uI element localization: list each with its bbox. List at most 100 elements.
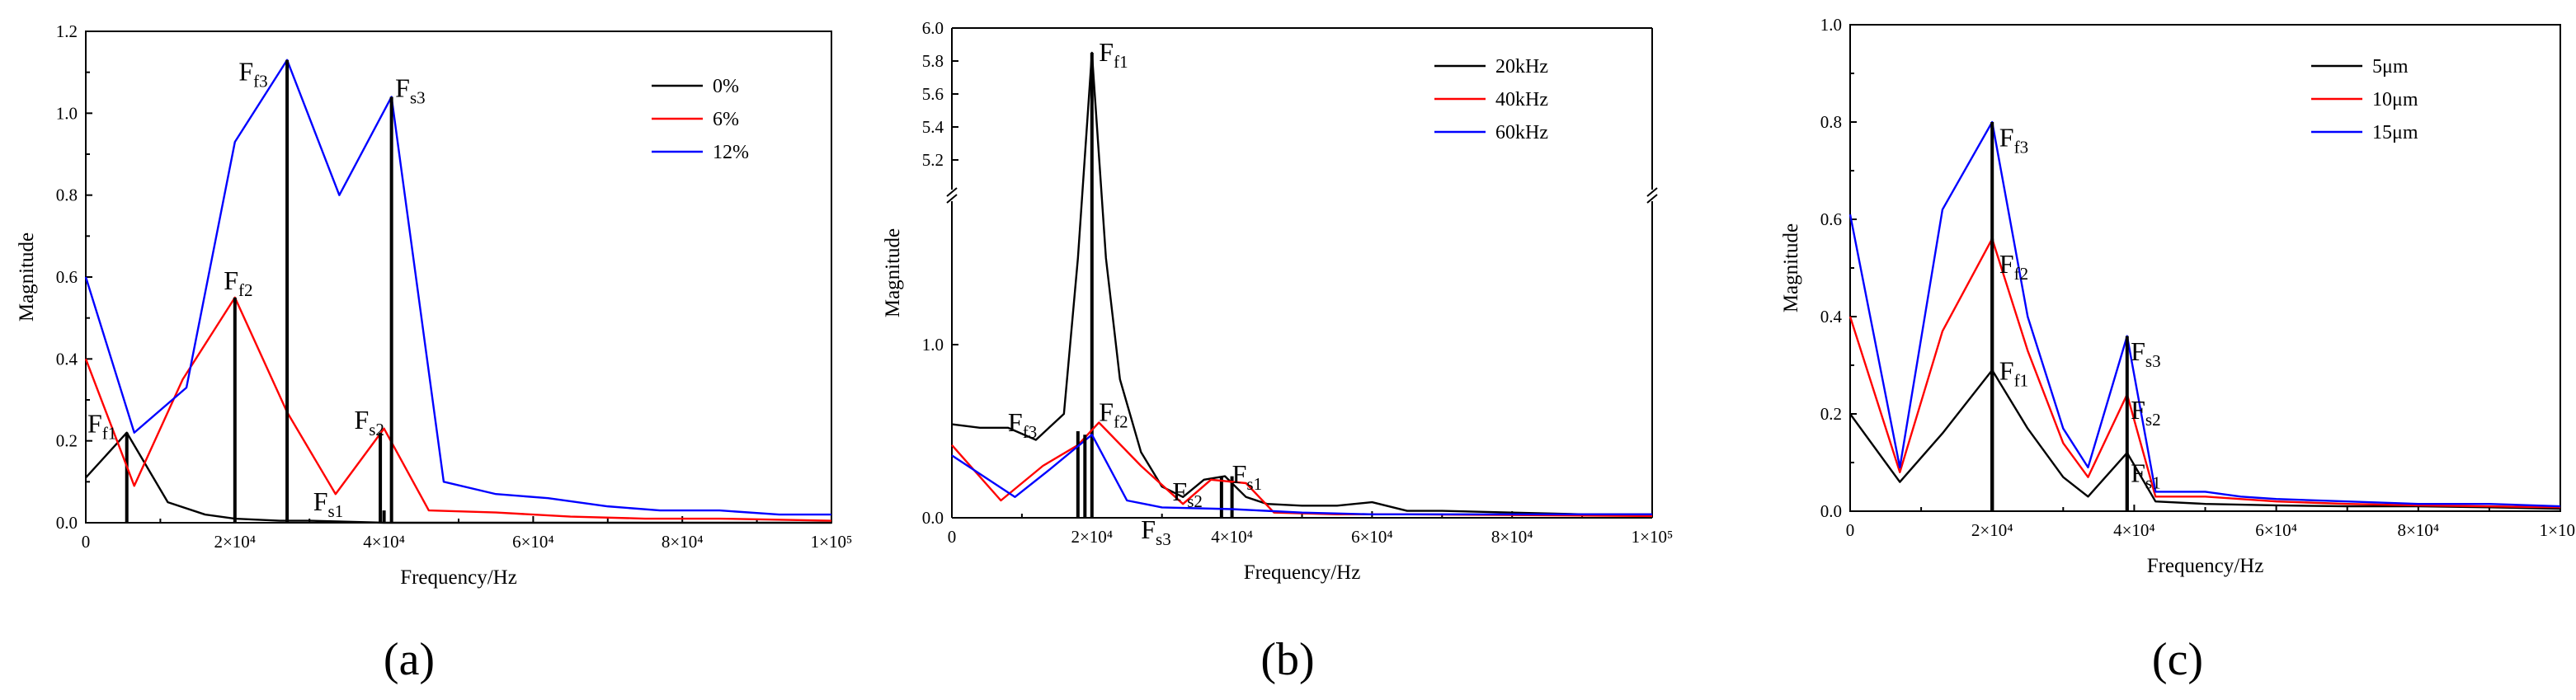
annotation-main: F <box>354 405 369 435</box>
annotation-main: F <box>395 73 410 102</box>
axis-break-mark <box>1646 194 1658 204</box>
peak-annotation-s2: Fs2 <box>1172 477 1202 511</box>
x-tick-label: 8×10⁴ <box>2397 520 2439 540</box>
y-tick-label: 5.8 <box>922 51 944 71</box>
x-tick-label: 8×10⁴ <box>662 532 704 552</box>
panel-label: (c) <box>2152 634 2203 685</box>
peak-annotation-s1: Fs1 <box>313 486 343 521</box>
peak-annotation-s2: Fs2 <box>354 405 384 439</box>
legend-label-0: 0% <box>713 76 739 97</box>
y-tick-label: 0.6 <box>56 267 78 287</box>
annotation-sub: s2 <box>2145 410 2161 430</box>
legend-label-2: 15μm <box>2372 122 2418 143</box>
annotation-sub: f2 <box>1114 411 1128 431</box>
annotation-main: F <box>2131 336 2145 366</box>
annotation-sub: f1 <box>1114 52 1128 72</box>
x-tick-label: 4×10⁴ <box>2113 520 2155 540</box>
annotation-main: F <box>2131 458 2145 488</box>
peak-annotation-s2: Fs2 <box>2131 395 2160 430</box>
legend-label-1: 10μm <box>2372 89 2418 110</box>
annotation-sub: f1 <box>102 424 117 444</box>
annotation-main: F <box>1172 477 1187 506</box>
y-tick-label: 5.2 <box>922 150 944 170</box>
x-tick-label: 2×10⁴ <box>1071 527 1113 547</box>
series-line-0 <box>951 51 1652 515</box>
y-tick-label: 1.0 <box>922 335 944 355</box>
annotation-main: F <box>1099 397 1114 426</box>
annotation-sub: f2 <box>238 280 253 300</box>
y-tick-label: 1.0 <box>56 103 78 123</box>
x-tick-label: 1×10⁵ <box>1632 527 1674 547</box>
panel-label: (a) <box>384 634 435 685</box>
x-axis-label: Frequency/Hz <box>1244 561 1361 584</box>
x-tick-label: 1×10⁵ <box>811 532 853 552</box>
chart-a: 0 2×10⁴ 4×10⁴ 6×10⁴ 8×10⁴ 1×10⁵ 0.0 0.2 0.4 0.6 0.… <box>16 21 853 685</box>
annotation-sub: s3 <box>1156 529 1171 549</box>
x-tick-label: 8×10⁴ <box>1491 527 1533 547</box>
x-axis-label: Frequency/Hz <box>400 566 517 589</box>
legend-label-1: 40kHz <box>1495 89 1548 110</box>
x-tick-label: 4×10⁴ <box>363 532 405 552</box>
y-tick-label: 0.0 <box>56 513 78 533</box>
y-tick-label: 6.0 <box>922 18 944 38</box>
series-line-1 <box>1848 237 2561 509</box>
series-line-1 <box>84 296 832 522</box>
peak-annotation-f3: Ff3 <box>238 57 267 92</box>
x-tick-label: 0 <box>948 527 957 547</box>
x-tick-label: 6×10⁴ <box>512 532 554 552</box>
x-tick-label: 0 <box>82 532 91 552</box>
peak-annotation-s1: Fs1 <box>1232 459 1262 494</box>
annotation-sub: f3 <box>1023 422 1038 442</box>
x-tick-label: 0 <box>1846 520 1855 540</box>
legend-label-0: 20kHz <box>1495 56 1548 78</box>
plot-frame <box>1849 24 2561 512</box>
y-tick-label: 0.4 <box>1820 307 1843 327</box>
series-line-1 <box>951 421 1653 518</box>
y-tick-label: 0.6 <box>1820 209 1842 229</box>
annotation-main: F <box>1999 123 2014 153</box>
annotation-main: F <box>313 486 328 516</box>
axis-break-mark <box>1646 187 1658 197</box>
annotation-sub: s2 <box>369 420 384 439</box>
peak-annotation-s3: Fs3 <box>2131 336 2160 371</box>
peak-annotation-f2: Ff2 <box>224 265 252 300</box>
y-tick-label: 0.8 <box>56 186 78 205</box>
annotation-main: F <box>1999 249 2014 279</box>
series-line-2 <box>84 59 831 516</box>
legend-label-2: 60kHz <box>1495 122 1548 143</box>
annotation-sub: f3 <box>253 72 268 92</box>
x-tick-label: 6×10⁴ <box>2255 520 2297 540</box>
y-tick-label: 0.4 <box>56 349 78 369</box>
y-tick-label: 1.0 <box>1820 15 1842 35</box>
series-line-2 <box>1848 120 2561 508</box>
x-tick-label: 2×10⁴ <box>214 532 256 552</box>
y-tick-label: 5.4 <box>922 117 944 137</box>
annotation-sub: f2 <box>2014 264 2029 284</box>
peak-annotation-s1: Fs1 <box>2131 458 2160 493</box>
annotation-main: F <box>2131 395 2145 425</box>
x-axis-label: Frequency/Hz <box>2147 555 2264 577</box>
annotation-sub: f3 <box>2014 138 2029 157</box>
y-axis-label: Magnitude <box>882 228 904 317</box>
series-line-0 <box>1849 369 2561 510</box>
peak-annotation-f2: Ff2 <box>1999 249 2028 284</box>
annotation-sub: s2 <box>1187 491 1203 511</box>
chart-c: 0 2×10⁴ 4×10⁴ 6×10⁴ 8×10⁴ 1×10⁵ 0.0 0.2 0.4 0.6 0.… <box>1780 15 2576 685</box>
annotation-main: F <box>87 409 102 439</box>
annotation-main: F <box>1141 514 1156 544</box>
y-axis-label: Magnitude <box>16 233 38 322</box>
axis-break-mark <box>946 194 958 204</box>
x-tick-label: 6×10⁴ <box>1351 527 1393 547</box>
legend-label-2: 12% <box>713 142 749 163</box>
annotation-main: F <box>1999 356 2014 386</box>
annotation-sub: f1 <box>2014 371 2029 391</box>
y-axis-label: Magnitude <box>1780 223 1802 312</box>
legend-label-1: 6% <box>713 109 739 130</box>
annotation-sub: s1 <box>328 501 344 521</box>
annotation-main: F <box>224 265 238 295</box>
y-tick-label: 0.0 <box>922 508 944 528</box>
legend-label-0: 5μm <box>2372 56 2409 78</box>
series-line-2 <box>951 433 1652 515</box>
peak-annotation-s3: Fs3 <box>395 73 425 107</box>
